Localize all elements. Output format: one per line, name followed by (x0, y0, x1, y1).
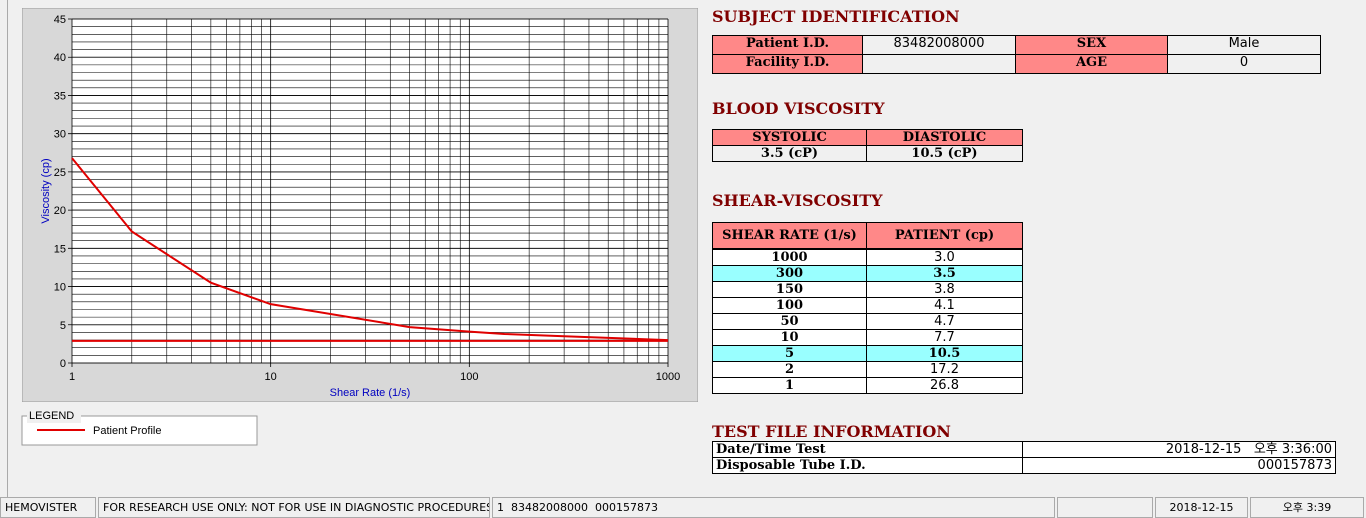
plot-area (72, 19, 668, 363)
cell: 300 (712, 265, 867, 282)
cell: 100 (712, 297, 867, 314)
field-label: Date/Time Test (712, 441, 1023, 458)
y-tick-label: 10 (54, 282, 66, 294)
legend: LEGEND Patient Profile (21, 409, 258, 446)
y-tick-label: 35 (54, 90, 66, 102)
cell: 4.7 (866, 313, 1023, 330)
cell: 3.5 (866, 265, 1023, 282)
section-title: SHEAR-VISCOSITY (712, 191, 883, 210)
y-tick-label: 20 (54, 205, 66, 217)
status-cell: 2018-12-15 (1155, 497, 1248, 518)
cell: 1 (712, 377, 867, 394)
column-header: SHEAR RATE (1/s) (712, 222, 867, 249)
legend-title: LEGEND (29, 410, 74, 422)
cell: 3.5 (cP) (712, 145, 867, 162)
cell: 17.2 (866, 361, 1023, 378)
column-header: PATIENT (cp) (866, 222, 1023, 249)
series-line (71, 157, 669, 342)
cell: 10.5 (866, 345, 1023, 362)
field-label: Disposable Tube I.D. (712, 457, 1023, 474)
frame (0, 0, 8, 497)
cell: 1000 (712, 249, 867, 266)
y-tick-label: 25 (54, 167, 66, 179)
field-label: Patient I.D. (712, 35, 863, 55)
section-title: TEST FILE INFORMATION (712, 422, 951, 441)
cell: 26.8 (866, 377, 1023, 394)
y-tick-label: 40 (54, 52, 66, 64)
field-value: Male (1167, 35, 1321, 55)
legend-label: Patient Profile (93, 425, 161, 437)
cell: 10 (712, 329, 867, 346)
column-header: DIASTOLIC (866, 129, 1023, 146)
field-label: AGE (1015, 54, 1168, 74)
cell: 10.5 (cP) (866, 145, 1023, 162)
cell: 50 (712, 313, 867, 330)
cell: 2 (712, 361, 867, 378)
y-tick-label: 0 (60, 358, 66, 370)
cell: 4.1 (866, 297, 1023, 314)
status-cell: FOR RESEARCH USE ONLY: NOT FOR USE IN DI… (98, 497, 490, 518)
chart: Shear Rate (1/s) Viscosity (cp) 0 5 10 15 20… (22, 8, 698, 402)
x-tick-label: 100 (460, 371, 478, 383)
field-value: 0 (1167, 54, 1321, 74)
section-title: SUBJECT IDENTIFICATION (712, 7, 960, 26)
field-value: 83482008000 (862, 35, 1016, 55)
cell: 5 (712, 345, 867, 362)
column-header: SYSTOLIC (712, 129, 867, 146)
field-label: Facility I.D. (712, 54, 863, 74)
field-value (862, 54, 1016, 74)
field-label: SEX (1015, 35, 1168, 55)
y-tick-label: 30 (54, 129, 66, 141)
field-value: 000157873 (1022, 457, 1336, 474)
y-tick-label: 45 (54, 14, 66, 26)
y-axis-label: Viscosity (cp) (40, 158, 52, 223)
cell: 3.8 (866, 281, 1023, 298)
legend-title-bg (27, 409, 81, 423)
status-cell: HEMOVISTER (0, 497, 96, 518)
x-tick-label: 10 (265, 371, 277, 383)
y-tick-label: 5 (60, 320, 66, 332)
x-axis-label: Shear Rate (1/s) (330, 387, 411, 399)
field-value: 2018-12-15 오후 3:36:00 (1022, 441, 1336, 458)
x-tick-label: 1000 (656, 371, 680, 383)
cell: 150 (712, 281, 867, 298)
status-cell (1057, 497, 1153, 518)
cell: 7.7 (866, 329, 1023, 346)
section-title: BLOOD VISCOSITY (712, 99, 885, 118)
status-cell: 오후 3:39 (1250, 497, 1364, 518)
cell: 3.0 (866, 249, 1023, 266)
x-tick-label: 1 (69, 371, 75, 383)
y-tick-label: 15 (54, 243, 66, 255)
status-cell: 1 83482008000 000157873 (492, 497, 1055, 518)
